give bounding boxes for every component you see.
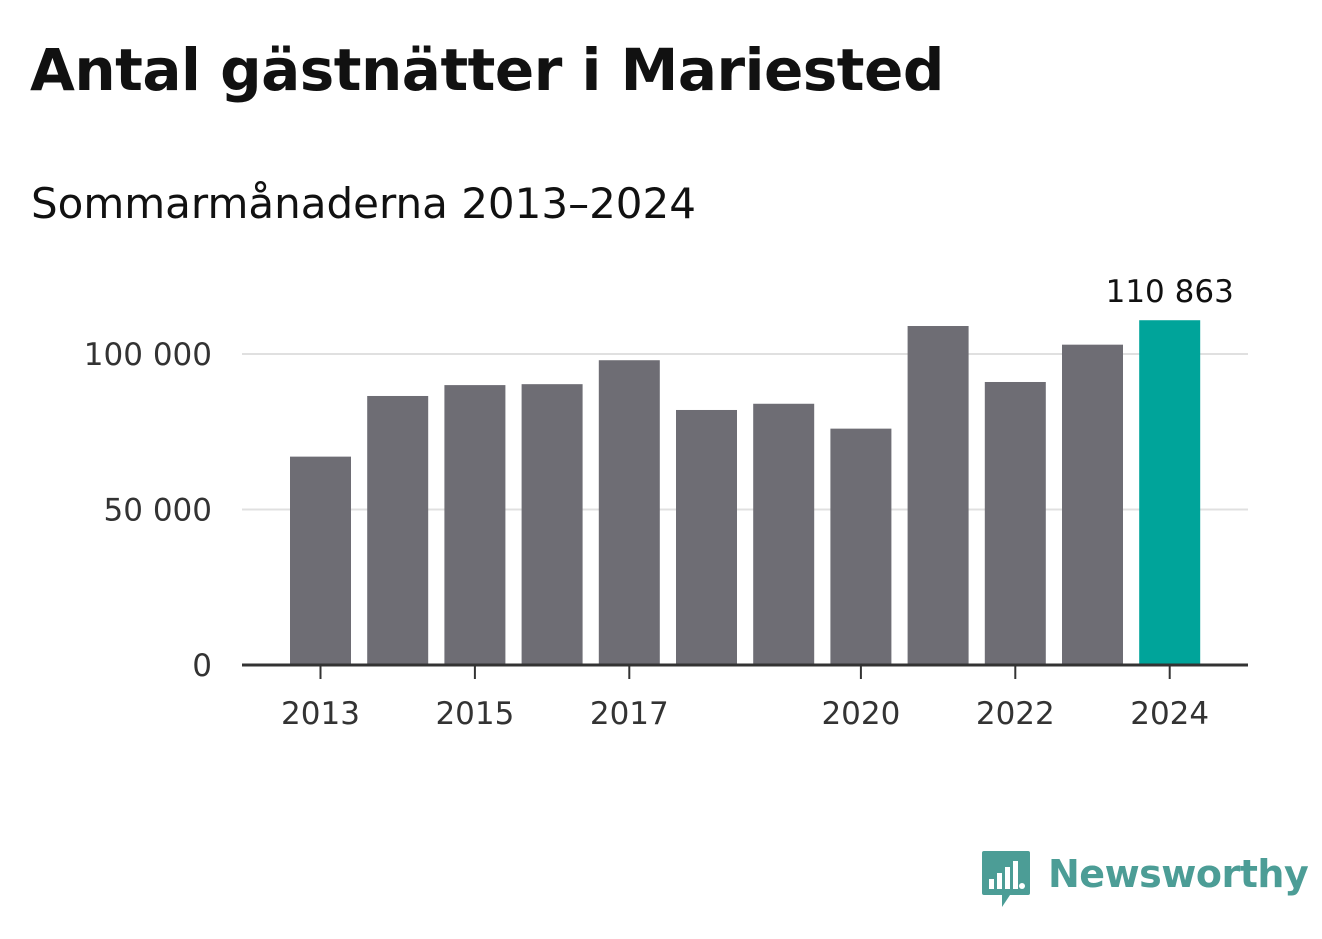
bar-2018 (676, 409, 737, 665)
x-tick-label: 2020 (821, 696, 900, 732)
x-tick-label: 2022 (976, 696, 1055, 732)
chart-subtitle: Sommarmånaderna 2013–2024 (31, 179, 696, 228)
y-tick-label: 100 000 (84, 337, 212, 373)
bar-2015 (444, 385, 506, 665)
bar-2023 (1062, 344, 1123, 665)
x-tick-label: 2017 (590, 696, 669, 732)
bar-2020 (830, 428, 892, 665)
labels: 0 50 000 100 000 2013 2015 2017 2020 2022 2024 11… (84, 274, 1234, 732)
bar-2013 (290, 456, 351, 665)
bar-2019 (753, 403, 815, 665)
bar-2024 (1139, 320, 1201, 665)
bar-2014 (367, 395, 429, 665)
x-axis (242, 663, 1248, 679)
newsworthy-logo-icon (982, 851, 1030, 907)
y-tick-label: 0 (192, 648, 212, 684)
bar-2016 (521, 384, 583, 665)
chart-title: Antal gästnätter i Mariested (30, 36, 944, 104)
bar-2022 (984, 381, 1046, 665)
x-tick-label: 2013 (281, 696, 360, 732)
bars (290, 320, 1201, 665)
bar-2021 (907, 326, 969, 665)
x-tick-label: 2015 (435, 696, 514, 732)
brand-name: Newsworthy (1048, 852, 1309, 896)
y-tick-label: 50 000 (104, 493, 212, 529)
x-tick-label: 2024 (1130, 696, 1209, 732)
data-label: 110 863 (1106, 274, 1234, 310)
bar-2017 (598, 360, 660, 665)
newsworthy-brand: Newsworthy (980, 848, 1309, 912)
